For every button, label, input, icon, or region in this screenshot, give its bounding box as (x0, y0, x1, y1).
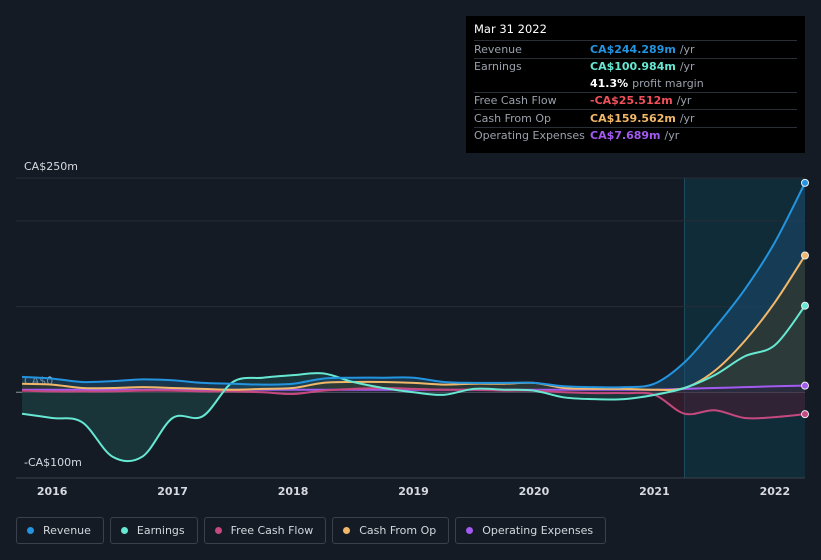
y-tick-label: -CA$100m (24, 456, 82, 469)
series-endpoint-revenue (801, 178, 809, 187)
tooltip-row-free-cash-flow: Free Cash Flow -CA$25.512m /yr (474, 91, 797, 110)
cash-from-op-dot-icon (343, 527, 351, 534)
tooltip-suffix: /yr (679, 60, 695, 74)
legend-item-earnings[interactable]: Earnings (109, 517, 198, 544)
legend-item-cash-from-op[interactable]: Cash From Op (332, 517, 450, 544)
data-tooltip: Mar 31 2022 Revenue CA$244.289m /yr Earn… (466, 16, 805, 153)
series-line-free-cash-flow (21, 386, 806, 420)
series-area-cash-from-op (22, 255, 806, 393)
tooltip-label: Earnings (474, 60, 522, 74)
legend-item-operating-expenses[interactable]: Operating Expenses (455, 517, 607, 544)
tooltip-suffix: /yr (676, 94, 692, 108)
free-cash-flow-dot-icon (214, 527, 222, 534)
legend-label: Free Cash Flow (230, 524, 314, 537)
series-endpoint-earnings (801, 301, 809, 310)
tooltip-label: Cash From Op (474, 111, 552, 125)
legend-label: Earnings (136, 524, 185, 537)
legend-label: Operating Expenses (482, 524, 594, 537)
tooltip-value: CA$159.562m (590, 111, 676, 125)
revenue-dot-icon (27, 527, 34, 534)
tooltip-suffix: profit margin (632, 76, 704, 90)
tooltip-value: CA$244.289m (590, 42, 676, 56)
tooltip-suffix: /yr (679, 111, 695, 125)
x-tick-label: 2022 (760, 485, 791, 498)
x-tick-label: 2017 (157, 485, 188, 498)
x-tick-label: 2020 (519, 485, 550, 498)
tooltip-label: Free Cash Flow (474, 94, 557, 108)
tooltip-value: CA$7.689m (590, 129, 661, 143)
tooltip-date: Mar 31 2022 (474, 22, 547, 36)
tooltip-row-cash-from-op: Cash From Op CA$159.562m /yr (474, 109, 797, 127)
tooltip-row-revenue: Revenue CA$244.289m /yr (474, 40, 797, 58)
series-endpoint-cash-from-op (801, 251, 809, 260)
y-tick-label: CA$250m (24, 160, 78, 173)
x-tick-label: 2018 (278, 485, 309, 498)
x-tick-label: 2016 (37, 485, 68, 498)
tooltip-row-earnings: Earnings CA$100.984m /yr (474, 57, 797, 76)
tooltip-row-operating-expenses: Operating Expenses CA$7.689m /yr (474, 126, 797, 145)
legend-item-revenue[interactable]: Revenue (16, 517, 104, 544)
tooltip-suffix: /yr (664, 129, 680, 143)
tooltip-value: CA$100.984m (590, 60, 676, 74)
series-line-revenue (21, 182, 806, 389)
tooltip-value: -CA$25.512m (590, 94, 673, 108)
chart-legend: Revenue Earnings Free Cash Flow Cash Fro… (16, 517, 607, 546)
tooltip-suffix: /yr (679, 42, 695, 56)
earnings-dot-icon (120, 527, 128, 534)
x-tick-label: 2021 (639, 485, 670, 498)
tooltip-label: Revenue (474, 42, 522, 56)
tooltip-row-profit-margin: 41.3% profit margin (474, 75, 797, 92)
operating-expenses-dot-icon (466, 527, 474, 534)
series-endpoint-free-cash-flow (801, 410, 809, 419)
tooltip-label: Operating Expenses (474, 129, 585, 143)
x-tick-label: 2019 (398, 485, 429, 498)
legend-label: Cash From Op (359, 524, 437, 537)
legend-label: Revenue (43, 524, 91, 537)
tooltip-value: 41.3% (590, 76, 629, 90)
series-endpoint-operating-expenses (801, 381, 809, 390)
legend-item-free-cash-flow[interactable]: Free Cash Flow (203, 517, 327, 544)
series-line-earnings (21, 305, 806, 463)
